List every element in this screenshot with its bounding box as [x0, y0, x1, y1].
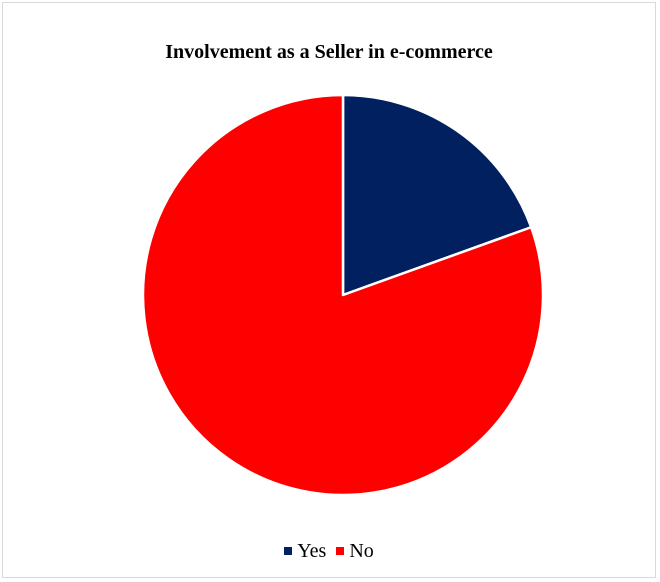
legend: Yes No	[3, 539, 655, 563]
pie-chart	[141, 93, 545, 497]
legend-item-yes: Yes	[284, 539, 326, 563]
legend-label-yes: Yes	[297, 540, 327, 562]
pie-slice-no	[141, 93, 545, 497]
legend-item-no: No	[336, 539, 374, 563]
legend-label-no: No	[349, 540, 374, 562]
chart-title: Involvement as a Seller in e-commerce	[165, 41, 493, 63]
pie-slices	[141, 93, 545, 497]
pie-slice-yes	[341, 93, 533, 297]
legend-swatch-no	[336, 547, 345, 555]
legend-swatch-yes	[284, 547, 293, 555]
